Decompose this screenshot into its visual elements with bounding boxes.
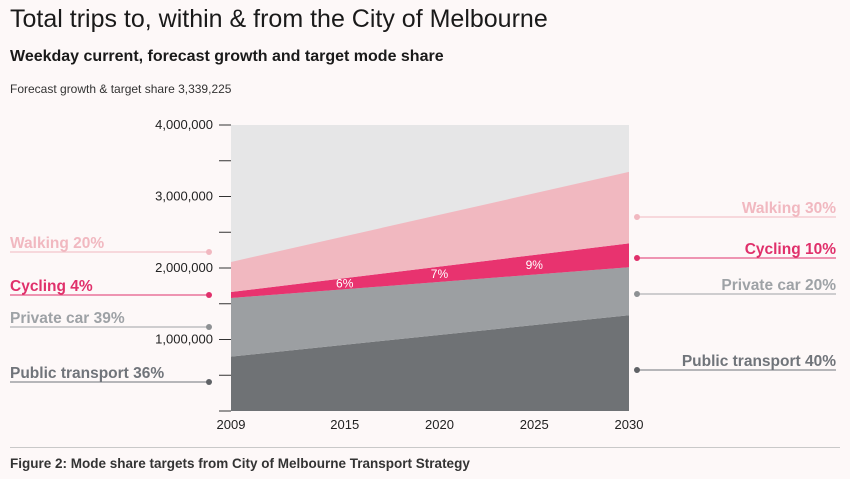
right-leader-dot bbox=[634, 255, 640, 261]
left-leader-dot bbox=[206, 379, 212, 385]
chart-title: Total trips to, within & from the City o… bbox=[10, 5, 548, 33]
right-leader-dot bbox=[634, 214, 640, 220]
cycling-growth-label: 7% bbox=[431, 267, 449, 281]
forecast-note: Forecast growth & target share 3,339,225 bbox=[10, 82, 232, 96]
left-label-walking: Walking 20% bbox=[10, 235, 104, 252]
right-leader-dot bbox=[634, 367, 640, 373]
right-leader-dot bbox=[634, 291, 640, 297]
left-label-cycling: Cycling 4% bbox=[10, 278, 93, 295]
area-private-car bbox=[231, 267, 629, 357]
right-label-cycling: Cycling 10% bbox=[745, 241, 837, 258]
cycling-growth-label: 9% bbox=[526, 258, 544, 272]
y-tick-label: 2,000,000 bbox=[155, 260, 213, 275]
chart-subtitle: Weekday current, forecast growth and tar… bbox=[10, 48, 444, 65]
caption-divider bbox=[10, 447, 840, 448]
y-tick-label: 4,000,000 bbox=[155, 117, 213, 132]
x-tick-label: 2015 bbox=[330, 417, 359, 432]
cycling-growth-label: 6% bbox=[336, 277, 354, 291]
right-label-private-car: Private car 20% bbox=[721, 277, 836, 294]
right-label-public-transport: Public transport 40% bbox=[682, 353, 836, 370]
area-walking bbox=[231, 171, 629, 293]
area-cycling bbox=[231, 243, 629, 299]
y-tick-label: 1,000,000 bbox=[155, 332, 213, 347]
right-label-walking: Walking 30% bbox=[742, 200, 836, 217]
y-tick-label: 3,000,000 bbox=[155, 189, 213, 204]
x-tick-label: 2030 bbox=[615, 417, 644, 432]
left-leader-dot bbox=[206, 324, 212, 330]
x-tick-label: 2020 bbox=[425, 417, 454, 432]
left-leader-dot bbox=[206, 249, 212, 255]
figure-caption: Figure 2: Mode share targets from City o… bbox=[10, 456, 470, 471]
left-label-public-transport: Public transport 36% bbox=[10, 365, 164, 382]
left-label-private-car: Private car 39% bbox=[10, 310, 125, 327]
x-tick-label: 2025 bbox=[520, 417, 549, 432]
x-tick-label: 2009 bbox=[217, 417, 246, 432]
area-public-transport bbox=[231, 315, 629, 411]
left-leader-dot bbox=[206, 292, 212, 298]
